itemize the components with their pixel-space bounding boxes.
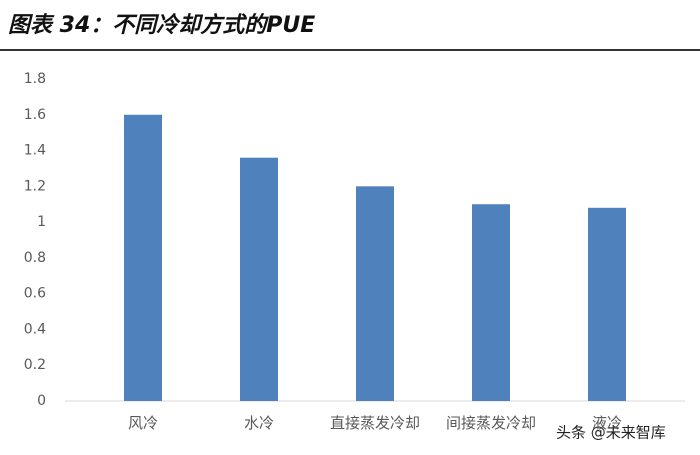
y-tick-label: 1.4 [24,143,46,159]
bar [356,186,394,401]
watermark: 头条 @未来智库 [556,424,666,442]
bar [472,204,510,401]
y-tick-label: 0 [37,393,46,409]
x-tick-label: 间接蒸发冷却 [446,414,536,432]
y-tick-label: 1.6 [24,107,46,123]
y-tick-label: 0.2 [24,357,46,373]
x-tick-label: 水冷 [244,414,274,432]
chart-title: 图表 34：不同冷却方式的PUE [8,12,315,38]
y-tick-label: 1.2 [24,178,46,194]
y-tick-label: 0.8 [24,250,46,266]
y-tick-label: 1.8 [24,71,46,87]
bar [588,207,626,401]
x-tick-label: 直接蒸发冷却 [330,414,420,432]
bar [124,114,162,402]
x-tick-label: 液冷 [592,414,622,432]
bar [240,157,278,401]
y-tick-label: 1 [37,214,46,230]
x-tick-label: 风冷 [128,414,158,432]
y-tick-label: 0.4 [24,321,46,337]
y-tick-label: 0.6 [24,286,46,302]
